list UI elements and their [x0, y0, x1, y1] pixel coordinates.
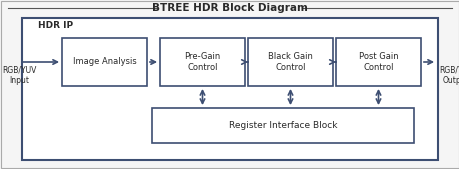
Text: Register Interface Block: Register Interface Block — [228, 121, 336, 130]
Text: RGB/YUV
Input: RGB/YUV Input — [2, 65, 36, 85]
Bar — [151, 108, 413, 143]
Bar — [335, 38, 420, 86]
Text: Post Gain
Control: Post Gain Control — [358, 52, 397, 72]
Text: RGB/YUV
Output: RGB/YUV Output — [438, 65, 459, 85]
Bar — [247, 38, 332, 86]
Bar — [160, 38, 245, 86]
Text: HDR IP: HDR IP — [38, 21, 73, 30]
Text: Black Gain
Control: Black Gain Control — [268, 52, 312, 72]
Bar — [22, 18, 437, 160]
Text: Pre-Gain
Control: Pre-Gain Control — [184, 52, 220, 72]
Text: Image Analysis: Image Analysis — [73, 57, 136, 66]
Text: BTREE HDR Block Diagram: BTREE HDR Block Diagram — [152, 3, 307, 13]
Bar — [62, 38, 147, 86]
